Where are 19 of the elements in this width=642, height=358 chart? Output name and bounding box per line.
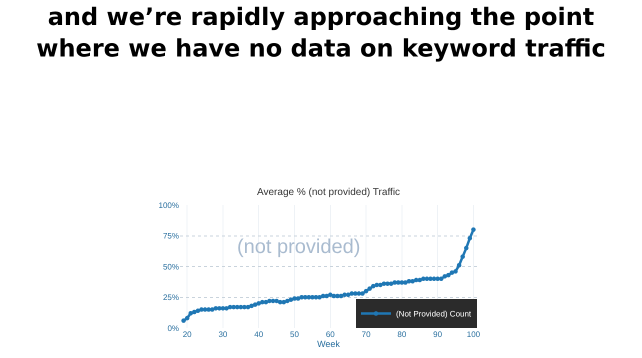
chart-title: and we’re rapidly approaching the point where we have no data on keyword traffic bbox=[36, 3, 606, 62]
x-tick-label: 30 bbox=[218, 330, 228, 339]
y-tick-label: 25% bbox=[162, 293, 179, 302]
legend-label: (Not Provided) Count bbox=[396, 310, 472, 319]
annotation: (not provided) bbox=[237, 236, 360, 258]
y-tick-label: 100% bbox=[158, 200, 179, 210]
x-tick-label: 70 bbox=[362, 330, 372, 339]
y-tick-label: 50% bbox=[162, 262, 179, 272]
y-tick-label: 75% bbox=[162, 232, 179, 241]
chart-subtitle: Average % (not provided) Traffic bbox=[257, 187, 400, 198]
x-tick-label: 90 bbox=[433, 330, 443, 339]
x-axis-title: Week bbox=[317, 339, 340, 349]
x-tick-label: 50 bbox=[290, 330, 300, 339]
x-tick-label: 40 bbox=[254, 330, 264, 339]
x-tick-label: 20 bbox=[182, 330, 192, 339]
y-tick-label: 0% bbox=[167, 324, 179, 333]
x-tick-label: 100 bbox=[466, 330, 481, 339]
x-tick-label: 80 bbox=[397, 330, 407, 339]
x-tick-label: 60 bbox=[326, 330, 336, 339]
